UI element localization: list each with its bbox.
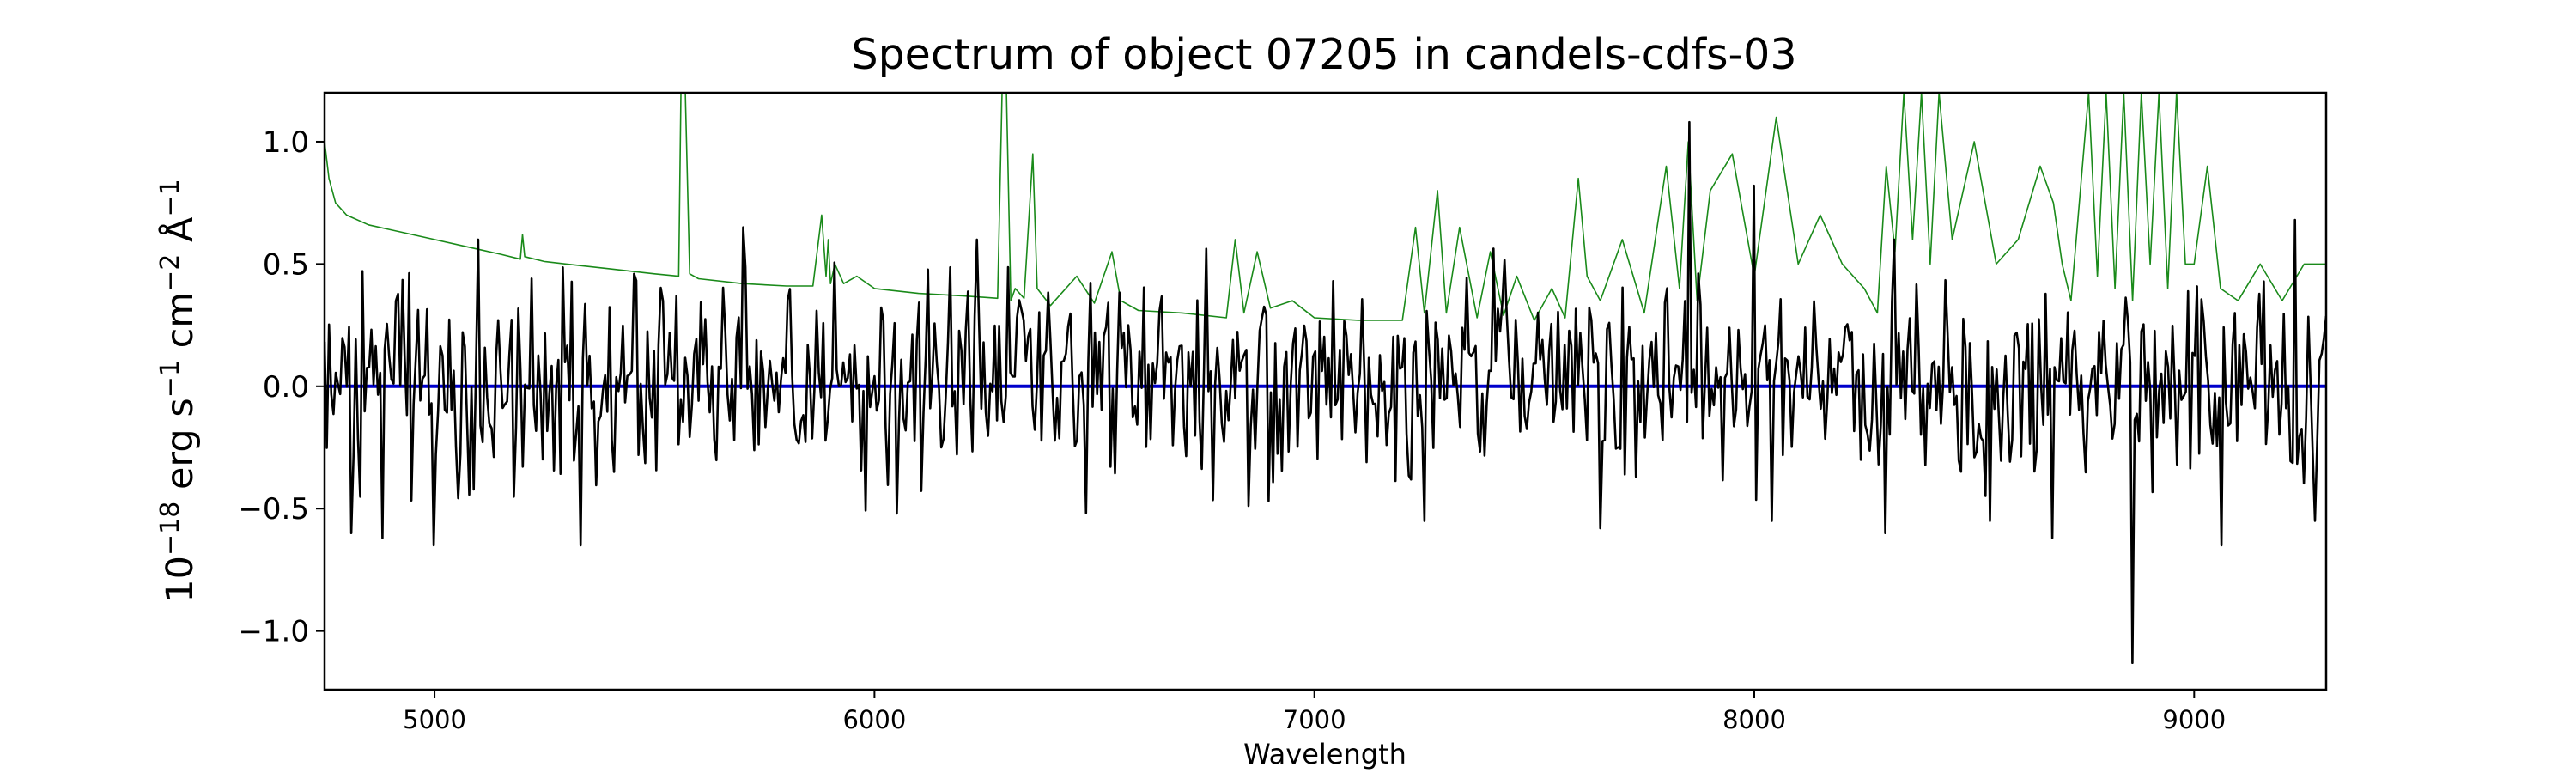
y-tick-label: 1.0 xyxy=(263,125,309,160)
x-tick-label: 6000 xyxy=(842,705,906,734)
x-tick-label: 8000 xyxy=(1722,705,1786,734)
y-tick-label: 0.5 xyxy=(263,247,309,282)
series-line-0 xyxy=(325,93,2326,321)
y-tick-label: −0.5 xyxy=(238,492,309,526)
x-axis-ticks: 5000 6000 7000 8000 9000 xyxy=(403,690,2226,734)
plot-frame xyxy=(323,91,2328,691)
y-axis-label: 10−18 erg s−1 cm−2 Å−1 xyxy=(155,179,202,602)
series-line-2 xyxy=(325,120,2326,664)
x-tick-label: 5000 xyxy=(403,705,466,734)
series-layer xyxy=(325,93,2326,664)
y-tick-label: −1.0 xyxy=(238,615,309,649)
x-tick-label: 7000 xyxy=(1283,705,1346,734)
y-tick-label: 0.0 xyxy=(263,370,309,405)
x-axis-label: Wavelength xyxy=(1243,738,1406,770)
chart-title: Spectrum of object 07205 in candels-cdfs… xyxy=(851,30,1796,79)
y-axis-ticks: 1.0 0.5 0.0 −0.5 −1.0 xyxy=(238,125,325,649)
x-tick-label: 9000 xyxy=(2162,705,2226,734)
